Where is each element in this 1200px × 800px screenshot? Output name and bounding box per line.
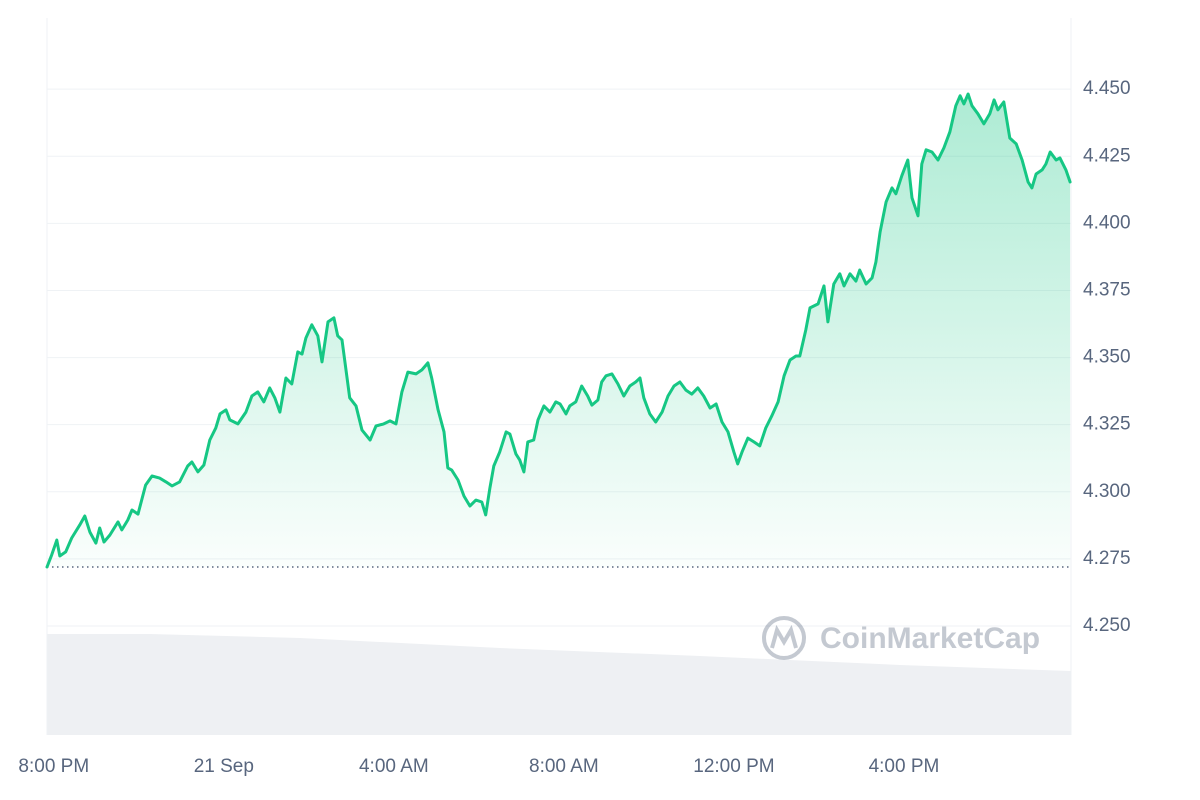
y-tick-label: 4.275 — [1083, 548, 1131, 569]
y-tick-label: 4.250 — [1083, 615, 1131, 636]
watermark-logo-mark — [770, 624, 798, 649]
y-tick-label: 4.450 — [1083, 78, 1131, 99]
y-tick-label: 4.400 — [1083, 212, 1131, 233]
y-tick-label: 4.350 — [1083, 347, 1131, 368]
x-tick-label: 8:00 PM — [18, 756, 89, 777]
y-tick-label: 4.325 — [1083, 414, 1131, 435]
x-tick-label: 21 Sep — [194, 756, 254, 777]
x-tick-label: 12:00 PM — [693, 756, 774, 777]
y-tick-label: 4.375 — [1083, 279, 1131, 300]
x-tick-label: 8:00 AM — [529, 756, 599, 777]
plot — [45, 92, 1072, 569]
y-tick-label: 4.300 — [1083, 481, 1131, 502]
price-line — [45, 92, 1072, 569]
y-tick-label: 4.425 — [1083, 145, 1131, 166]
x-tick-label: 4:00 AM — [359, 756, 429, 777]
x-tick-label: 4:00 PM — [869, 756, 940, 777]
price-area — [47, 94, 1071, 567]
watermark: CoinMarketCap — [762, 616, 1040, 660]
watermark-logo — [762, 616, 806, 660]
watermark-text: CoinMarketCap — [820, 622, 1040, 655]
volume-area — [47, 634, 1071, 735]
